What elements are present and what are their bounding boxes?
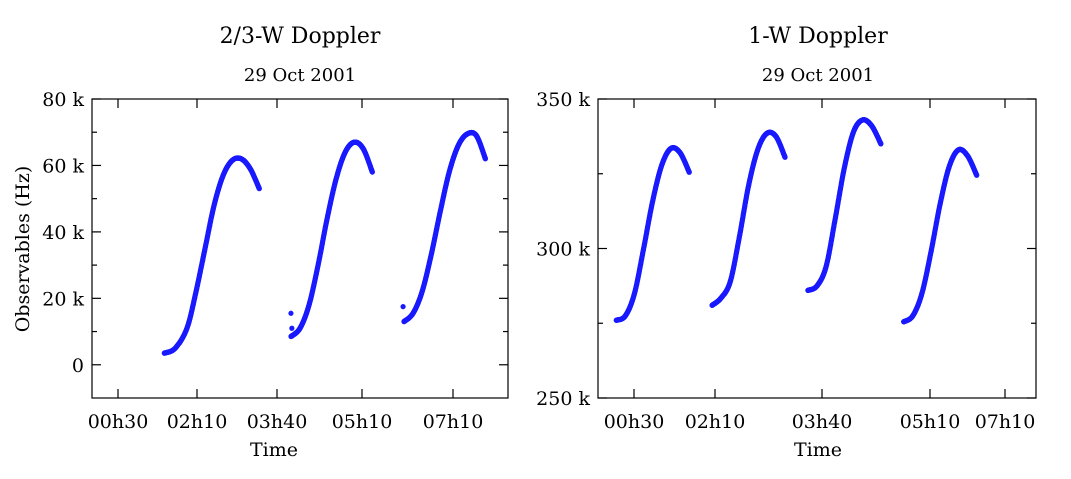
data-series: [709, 129, 788, 308]
data-point: [482, 156, 488, 162]
data-series: [401, 129, 488, 325]
data-points: [161, 129, 488, 356]
x-tick-label: 03h40: [792, 411, 853, 433]
data-series: [901, 146, 980, 325]
chart-title: 2/3-W Doppler: [220, 24, 381, 49]
data-point: [878, 141, 884, 147]
x-axis-label: Time: [250, 439, 298, 461]
data-points: [613, 117, 980, 325]
y-tick-label: 60 k: [42, 155, 84, 177]
data-series: [161, 155, 262, 356]
x-tick-label: 07h10: [423, 411, 484, 433]
y-axis-label: Observables (Hz): [12, 166, 34, 333]
data-point: [686, 169, 692, 175]
x-tick-label: 02h10: [167, 411, 228, 433]
chart-title: 1-W Doppler: [748, 24, 888, 49]
outlier-point: [400, 304, 406, 310]
data-point: [369, 169, 375, 175]
y-tick-label: 80 k: [42, 89, 84, 111]
x-tick-label: 00h30: [604, 411, 665, 433]
x-tick-label: 00h30: [88, 411, 149, 433]
plot-frame: [91, 98, 509, 399]
x-tick-label: 02h10: [685, 411, 746, 433]
chart-doppler-2-3-way: 2/3-W Doppler 29 Oct 2001 Observables (H…: [12, 24, 509, 461]
data-point: [782, 154, 788, 160]
tick-group: 0 20 k 40 k 60 k 80 k 00h30 02h10 03h40 05h10 07h…: [42, 89, 508, 433]
data-series: [288, 139, 375, 340]
outlier-point: [289, 325, 295, 331]
y-tick-label: 0: [72, 355, 84, 377]
chart-doppler-1-way: 1-W Doppler 29 Oct 2001 Time 250 k 300 k 3…: [536, 24, 1037, 461]
plot-frame: [597, 98, 1037, 399]
data-series: [805, 117, 884, 293]
tick-group: 250 k 300 k 350 k 00h30 02h10 03h40 05h10 07h10: [536, 89, 1036, 433]
y-tick-label: 300 k: [536, 239, 590, 261]
x-tick-label: 07h10: [975, 411, 1036, 433]
outlier-point: [288, 310, 294, 316]
x-axis-label: Time: [794, 439, 842, 461]
chart-subtitle: 29 Oct 2001: [762, 65, 874, 86]
data-series: [613, 145, 692, 323]
x-tick-label: 05h10: [900, 411, 961, 433]
x-tick-label: 03h40: [247, 411, 308, 433]
chart-subtitle: 29 Oct 2001: [244, 65, 356, 86]
y-tick-label: 20 k: [42, 288, 84, 310]
y-tick-label: 250 k: [536, 388, 590, 410]
y-tick-label: 40 k: [42, 222, 84, 244]
x-tick-label: 05h10: [332, 411, 393, 433]
y-tick-label: 350 k: [536, 89, 590, 111]
data-point: [974, 172, 980, 178]
data-point: [256, 186, 262, 192]
